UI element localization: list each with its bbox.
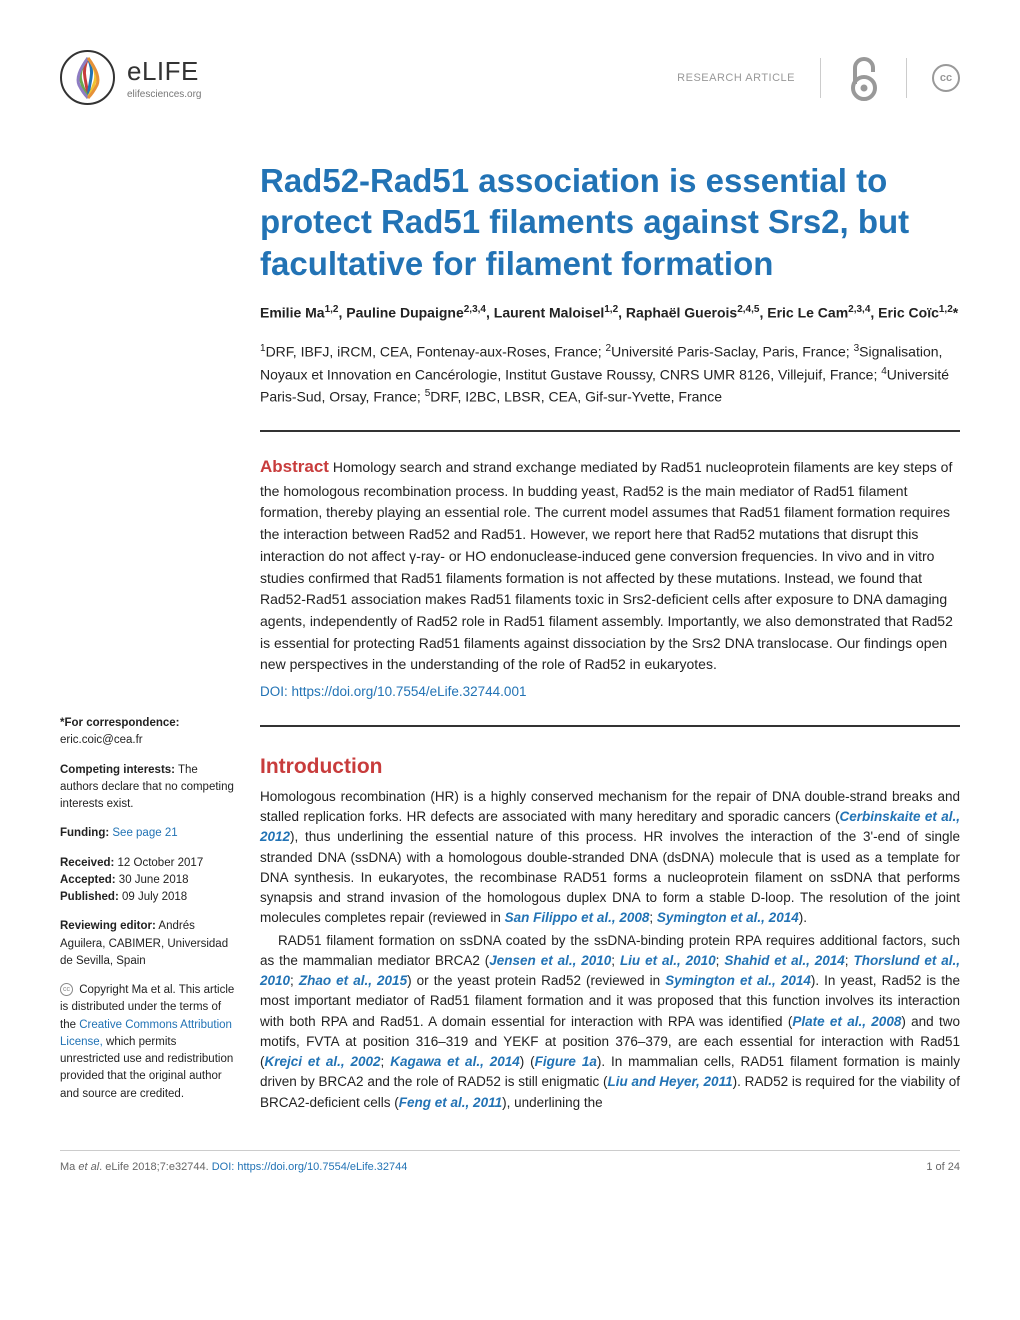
citation-link[interactable]: Feng et al., 2011 [399, 1095, 502, 1110]
reviewing-label: Reviewing editor: [60, 920, 156, 932]
divider [906, 58, 907, 98]
received-date: 12 October 2017 [114, 857, 203, 869]
abstract-doi-url[interactable]: https://doi.org/10.7554/eLife.32744.001 [292, 684, 527, 699]
abstract-doi-label: DOI: [260, 684, 292, 699]
footer-doi-label: DOI: [212, 1161, 238, 1173]
received-label: Received: [60, 857, 114, 869]
copyright-block: cc Copyright Ma et al. This article is d… [60, 982, 235, 1103]
journal-logo-block: eLIFE elifesciences.org [60, 50, 201, 105]
section-heading-introduction: Introduction [260, 755, 960, 779]
header-right: RESEARCH ARTICLE cc [677, 53, 960, 103]
abstract-doi[interactable]: DOI: https://doi.org/10.7554/eLife.32744… [260, 682, 960, 703]
reviewing-block: Reviewing editor: Andrés Aguilera, CABIM… [60, 918, 235, 970]
footer-cite-italic: et al [78, 1161, 99, 1173]
page-footer: Ma et al. eLife 2018;7:e32744. DOI: http… [60, 1150, 960, 1173]
funding-block: Funding: See page 21 [60, 825, 235, 842]
figure-reference[interactable]: Figure 1a [535, 1054, 597, 1069]
footer-cite-prefix: Ma [60, 1161, 78, 1173]
divider-rule [260, 725, 960, 727]
citation-link[interactable]: Symington et al., 2014 [657, 910, 799, 925]
citation-link[interactable]: Zhao et al., 2015 [299, 973, 407, 988]
journal-name-block: eLIFE elifesciences.org [127, 56, 201, 100]
article-type-label: RESEARCH ARTICLE [677, 72, 795, 84]
sidebar: *For correspondence: eric.coic@cea.fr Co… [60, 160, 235, 1115]
open-access-icon [846, 53, 881, 103]
dates-block: Received: 12 October 2017 Accepted: 30 J… [60, 855, 235, 907]
cc-small-icon: cc [60, 983, 73, 996]
footer-cite-suffix: . eLife 2018;7:e32744. [99, 1161, 212, 1173]
journal-name: eLIFE [127, 56, 201, 87]
accepted-date: 30 June 2018 [116, 874, 189, 886]
citation-link[interactable]: San Filippo et al., 2008 [505, 910, 650, 925]
citation-link[interactable]: Jensen et al., 2010 [489, 953, 611, 968]
authors-list: Emilie Ma1,2, Pauline Dupaigne2,3,4, Lau… [260, 302, 960, 324]
citation-link[interactable]: Shahid et al., 2014 [724, 953, 844, 968]
intro-para-2: RAD51 filament formation on ssDNA coated… [260, 931, 960, 1113]
citation-link[interactable]: Symington et al., 2014 [665, 973, 811, 988]
published-date: 09 July 2018 [119, 891, 187, 903]
funding-link[interactable]: See page 21 [109, 827, 177, 839]
footer-doi-link[interactable]: https://doi.org/10.7554/eLife.32744 [237, 1161, 407, 1173]
abstract-text: Homology search and strand exchange medi… [260, 459, 953, 672]
divider [820, 58, 821, 98]
funding-label: Funding: [60, 827, 109, 839]
correspondence-block: *For correspondence: eric.coic@cea.fr [60, 715, 235, 750]
citation-link[interactable]: Krejci et al., 2002 [265, 1054, 381, 1069]
footer-citation: Ma et al. eLife 2018;7:e32744. DOI: http… [60, 1161, 407, 1173]
introduction-body: Homologous recombination (HR) is a highl… [260, 787, 960, 1113]
page-header: eLIFE elifesciences.org RESEARCH ARTICLE… [60, 50, 960, 105]
citation-link[interactable]: Kagawa et al., 2014 [390, 1054, 520, 1069]
cc-license-icon[interactable]: cc [932, 64, 960, 92]
page-number: 1 of 24 [926, 1161, 960, 1173]
intro-para-1: Homologous recombination (HR) is a highl… [260, 787, 960, 929]
accepted-label: Accepted: [60, 874, 116, 886]
correspondence-email[interactable]: eric.coic@cea.fr [60, 734, 143, 746]
elife-logo-icon [60, 50, 115, 105]
competing-label: Competing interests: [60, 764, 175, 776]
divider-rule [260, 430, 960, 432]
citation-link[interactable]: Cerbinskaite et al., 2012 [260, 809, 960, 844]
citation-link[interactable]: Liu et al., 2010 [620, 953, 716, 968]
content: Rad52-Rad51 association is essential to … [260, 160, 960, 1115]
abstract-label: Abstract [260, 457, 329, 476]
published-label: Published: [60, 891, 119, 903]
citation-link[interactable]: Plate et al., 2008 [792, 1014, 901, 1029]
citation-link[interactable]: Liu and Heyer, 2011 [608, 1074, 733, 1089]
abstract-block: Abstract Homology search and strand exch… [260, 454, 960, 702]
competing-block: Competing interests: The authors declare… [60, 762, 235, 814]
affiliations-list: 1DRF, IBFJ, iRCM, CEA, Fontenay-aux-Rose… [260, 341, 960, 408]
correspondence-label: *For correspondence: [60, 717, 180, 729]
journal-url[interactable]: elifesciences.org [127, 89, 201, 100]
main-layout: *For correspondence: eric.coic@cea.fr Co… [60, 160, 960, 1115]
article-title: Rad52-Rad51 association is essential to … [260, 160, 960, 284]
